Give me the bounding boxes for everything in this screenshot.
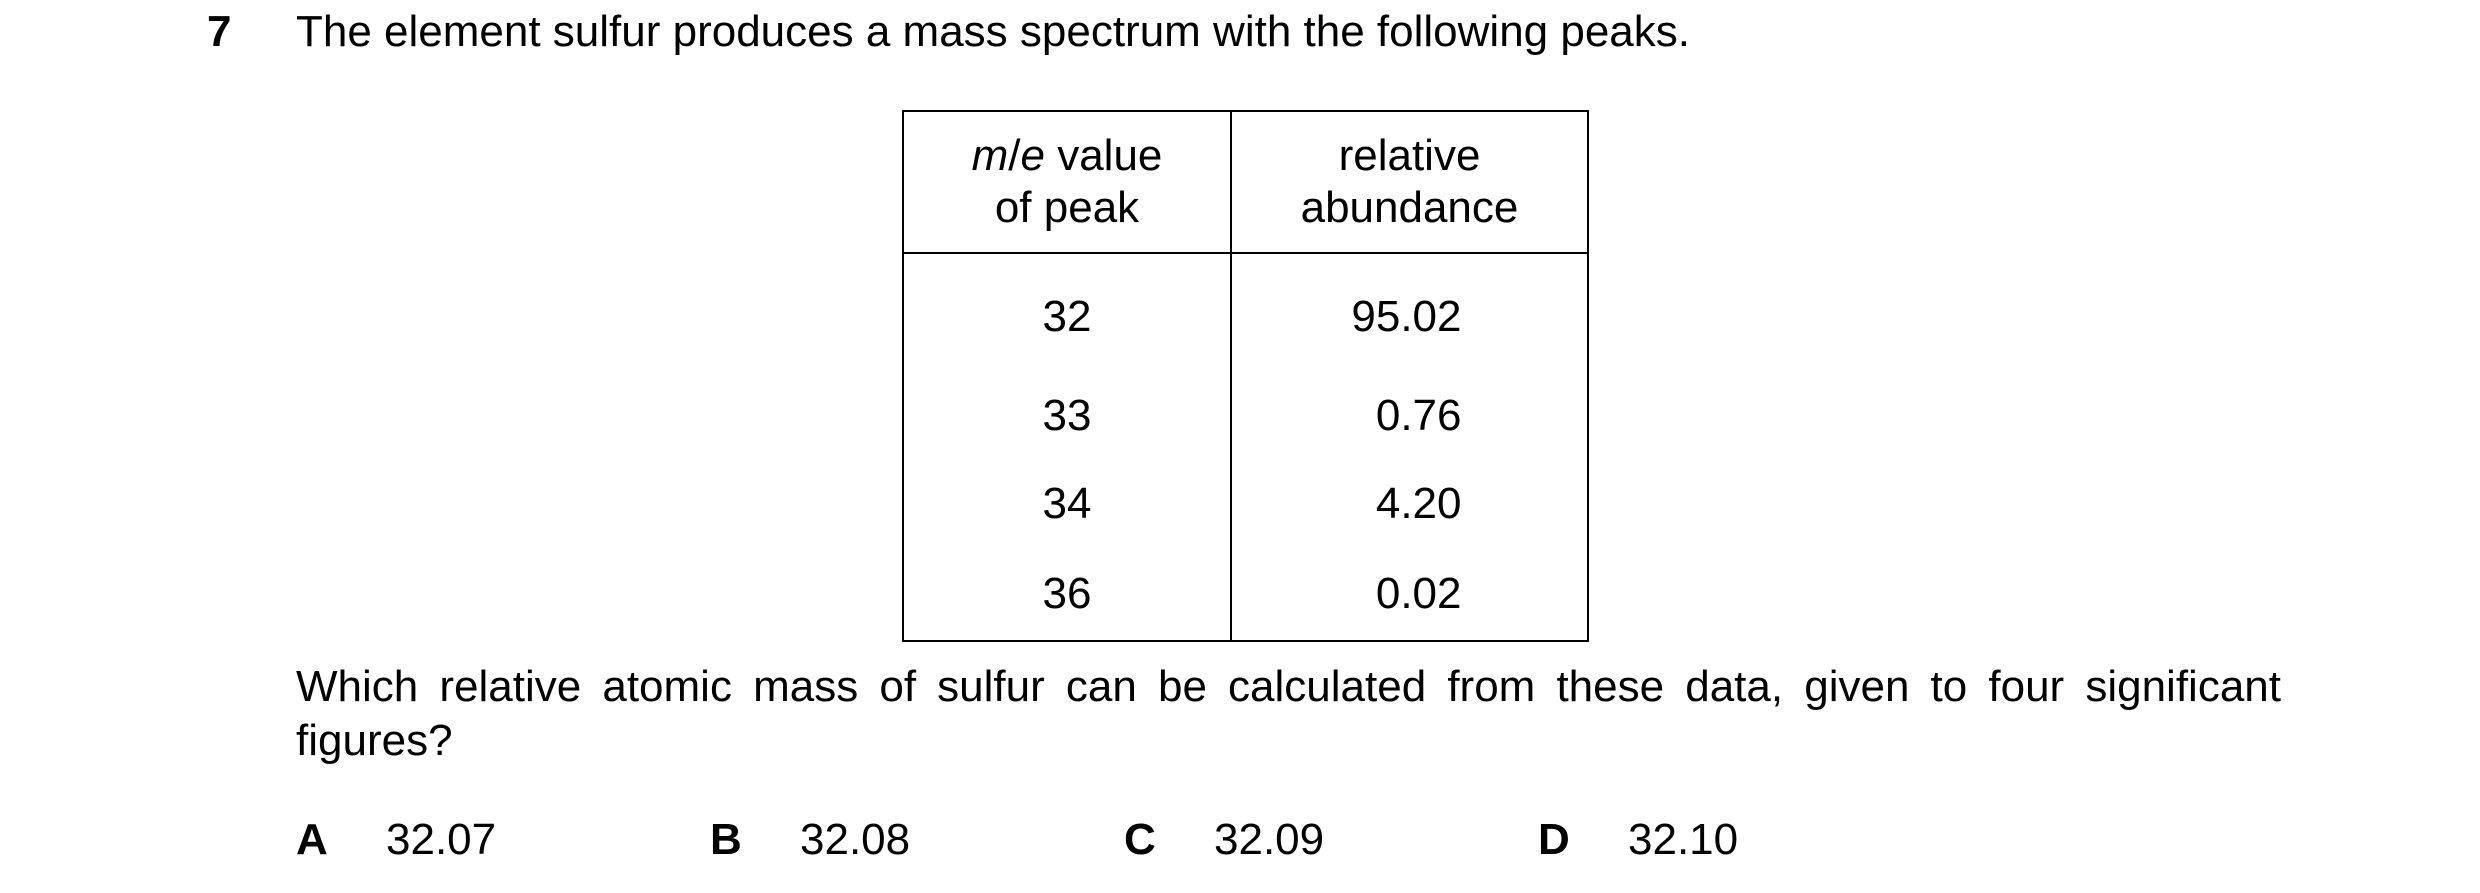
- option-value: 32.07: [386, 815, 497, 864]
- header-mz: m/e value of peak: [902, 110, 1232, 254]
- mz-cell: 32: [902, 253, 1232, 372]
- abundance-cell: 0.02: [1230, 548, 1589, 642]
- header-abundance-line2: abundance: [1300, 183, 1519, 232]
- option-value: 32.10: [1628, 815, 1739, 864]
- mz-cell: 33: [902, 372, 1232, 460]
- abundance-value: 4.20: [1375, 479, 1462, 528]
- header-e: e: [1020, 131, 1045, 180]
- abundance-value: 0.76: [1375, 391, 1462, 440]
- abundance-cell: 0.76: [1230, 372, 1589, 460]
- option-a[interactable]: A 32.07: [296, 810, 496, 870]
- header-abundance-line1: relative: [1338, 131, 1481, 180]
- question-prompt: Which relative atomic mass of sulfur can…: [296, 662, 2281, 765]
- option-d[interactable]: D 32.10: [1538, 810, 1738, 870]
- table-row: 32 95.02: [902, 253, 1589, 372]
- option-b[interactable]: B 32.08: [710, 810, 910, 870]
- abundance-value: 95.02: [1351, 292, 1462, 341]
- option-letter: D: [1538, 815, 1570, 864]
- table-header-row: m/e value of peak relative abundance: [902, 110, 1589, 254]
- mz-cell: 36: [902, 548, 1232, 642]
- mass-spectrum-table: m/e value of peak relative abundance 32 …: [902, 110, 1589, 642]
- question-stem: The element sulfur produces a mass spect…: [296, 7, 1690, 56]
- option-letter: A: [296, 815, 328, 864]
- abundance-cell: 4.20: [1230, 460, 1589, 548]
- header-abundance: relative abundance: [1230, 110, 1589, 254]
- header-m: m: [971, 131, 1009, 180]
- mz-cell: 34: [902, 460, 1232, 548]
- table-row: 33 0.76: [902, 372, 1589, 460]
- header-value-word: value: [1057, 131, 1163, 180]
- option-c[interactable]: C 32.09: [1124, 810, 1324, 870]
- question-number: 7: [207, 7, 232, 56]
- table-row: 36 0.02: [902, 548, 1589, 642]
- abundance-cell: 95.02: [1230, 253, 1589, 372]
- option-value: 32.09: [1214, 815, 1325, 864]
- option-letter: B: [710, 815, 742, 864]
- header-mz-line2: of peak: [994, 183, 1140, 232]
- abundance-value: 0.02: [1375, 569, 1462, 618]
- option-letter: C: [1124, 815, 1156, 864]
- option-value: 32.08: [800, 815, 911, 864]
- header-mz-line1: m/e value: [904, 130, 1230, 182]
- table-row: 34 4.20: [902, 460, 1589, 548]
- header-slash: /: [1008, 131, 1021, 180]
